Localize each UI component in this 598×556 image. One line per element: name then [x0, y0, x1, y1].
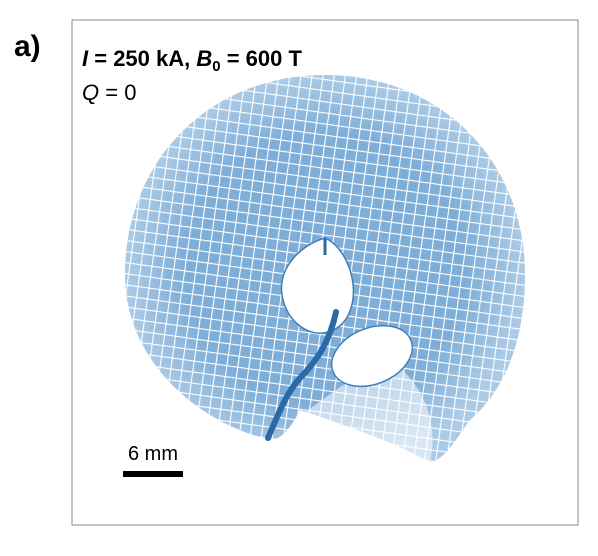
bright-region: [305, 360, 433, 462]
scale-bar: [123, 471, 183, 477]
scale-bar-label: 6 mm: [128, 443, 178, 465]
caustic-stem: [265, 309, 339, 441]
title-text: = 600 T: [221, 46, 303, 71]
subtitle-text: = 0: [99, 80, 136, 105]
panel-subtitle: Q = 0: [82, 80, 136, 105]
panel-title: I = 250 kA, B0 = 600 T: [82, 46, 303, 75]
lobe-void: [330, 324, 414, 388]
title-var: I: [82, 46, 89, 71]
subtitle-var: Q: [82, 80, 99, 105]
title-var: B: [196, 46, 212, 71]
title-text: = 250 kA,: [88, 46, 196, 71]
title-subscript: 0: [212, 58, 220, 75]
panel-label: a): [14, 30, 41, 63]
